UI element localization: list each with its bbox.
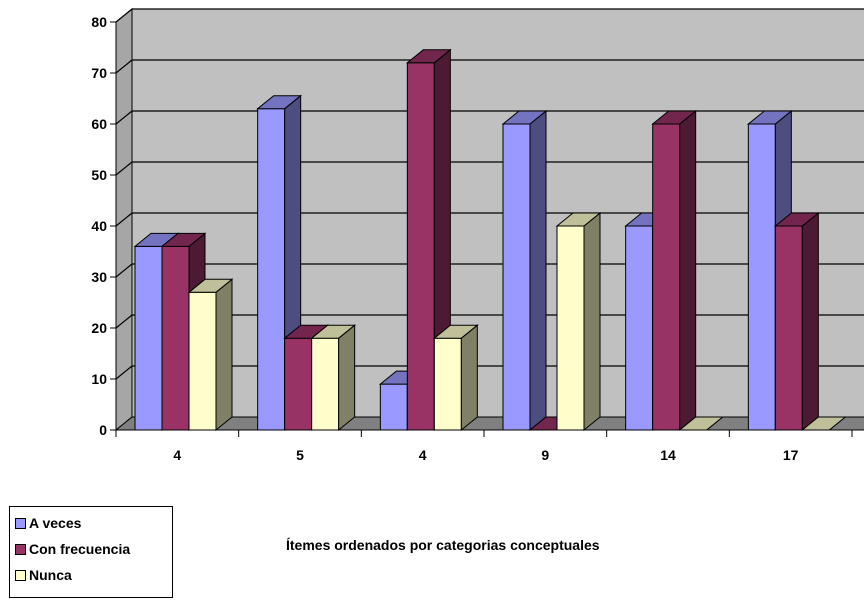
x-tick-label: 5 bbox=[296, 447, 304, 463]
bar-nunca bbox=[432, 324, 479, 432]
legend: A veces Con frecuencia Nunca bbox=[9, 506, 173, 598]
bar-front bbox=[134, 245, 163, 431]
x-axis-title: Ítemes ordenados por categorias conceptu… bbox=[286, 537, 600, 553]
y-tick-label: 10 bbox=[91, 371, 107, 387]
tick-labels: 0 10 20 30 40 50 60 70 80 4 5 4 9 14 17 bbox=[91, 14, 798, 463]
bar-top bbox=[310, 324, 357, 339]
legend-swatch-a-veces bbox=[15, 517, 26, 529]
y-tick-label: 60 bbox=[91, 116, 107, 132]
bar-front bbox=[311, 337, 340, 431]
bar-top bbox=[432, 324, 479, 339]
gridline bbox=[115, 110, 864, 125]
bar-nunca bbox=[187, 278, 234, 432]
legend-item-con-frecuencia: Con frecuencia bbox=[15, 536, 172, 562]
bar-front bbox=[188, 291, 217, 431]
bar-front bbox=[406, 62, 435, 431]
gridline bbox=[115, 212, 864, 227]
bar-con-frecuencia bbox=[773, 211, 820, 432]
bar-side bbox=[801, 211, 819, 432]
bar-side bbox=[679, 109, 697, 432]
bar-nunca bbox=[800, 416, 847, 431]
x-tick-label: 9 bbox=[541, 447, 549, 463]
bar-top bbox=[501, 110, 548, 125]
bar-top bbox=[800, 416, 847, 431]
y-tick-label: 20 bbox=[91, 320, 107, 336]
bar-top bbox=[256, 95, 303, 110]
x-tick-label: 14 bbox=[660, 447, 676, 463]
y-tick-label: 50 bbox=[91, 167, 107, 183]
bar-nunca bbox=[555, 211, 602, 432]
bar-top bbox=[746, 110, 793, 125]
y-tick-label: 30 bbox=[91, 269, 107, 285]
bar-front bbox=[379, 383, 408, 431]
bar-front bbox=[502, 123, 531, 431]
legend-label-a-veces: A veces bbox=[29, 515, 82, 531]
bar-top bbox=[678, 416, 725, 431]
gridline bbox=[115, 59, 864, 74]
bar-side bbox=[583, 211, 601, 432]
legend-label-nunca: Nunca bbox=[29, 567, 72, 583]
bars bbox=[133, 48, 847, 432]
y-tick-label: 40 bbox=[91, 218, 107, 234]
bar-a-veces bbox=[501, 109, 548, 432]
x-tick-label: 17 bbox=[783, 447, 799, 463]
axes bbox=[110, 21, 864, 437]
bar-nunca bbox=[678, 416, 725, 431]
bar-side bbox=[460, 324, 478, 432]
bar-front bbox=[652, 123, 681, 431]
bar-top bbox=[187, 278, 234, 293]
bar-top bbox=[405, 49, 452, 64]
bar-front bbox=[284, 337, 313, 431]
legend-swatch-con-frecuencia bbox=[15, 543, 26, 555]
legend-swatch-nunca bbox=[15, 569, 26, 581]
bar-front bbox=[257, 108, 286, 431]
bar-con-frecuencia bbox=[651, 109, 698, 432]
bar-top bbox=[773, 212, 820, 227]
bar-front bbox=[556, 225, 585, 431]
bar-front bbox=[433, 337, 462, 431]
x-tick-label: 4 bbox=[419, 447, 427, 463]
bar-side bbox=[529, 109, 547, 432]
bar-top bbox=[160, 232, 207, 247]
legend-item-nunca: Nunca bbox=[15, 562, 172, 588]
bar-side bbox=[215, 278, 233, 432]
bar-top bbox=[555, 212, 602, 227]
bar-side bbox=[338, 324, 356, 432]
y-tick-label: 80 bbox=[91, 14, 107, 30]
y-tick-label: 0 bbox=[99, 422, 107, 438]
bar-front bbox=[161, 245, 190, 431]
bar-front bbox=[747, 123, 776, 431]
legend-item-a-veces: A veces bbox=[15, 510, 172, 536]
legend-label-con-frecuencia: Con frecuencia bbox=[29, 541, 131, 557]
bar-nunca bbox=[310, 324, 357, 432]
gridline bbox=[115, 161, 864, 176]
gridline bbox=[115, 8, 864, 23]
bar-front bbox=[625, 225, 654, 431]
bar-top bbox=[651, 110, 698, 125]
y-tick-label: 70 bbox=[91, 65, 107, 81]
x-tick-label: 4 bbox=[173, 447, 181, 463]
bar-front bbox=[774, 225, 803, 431]
